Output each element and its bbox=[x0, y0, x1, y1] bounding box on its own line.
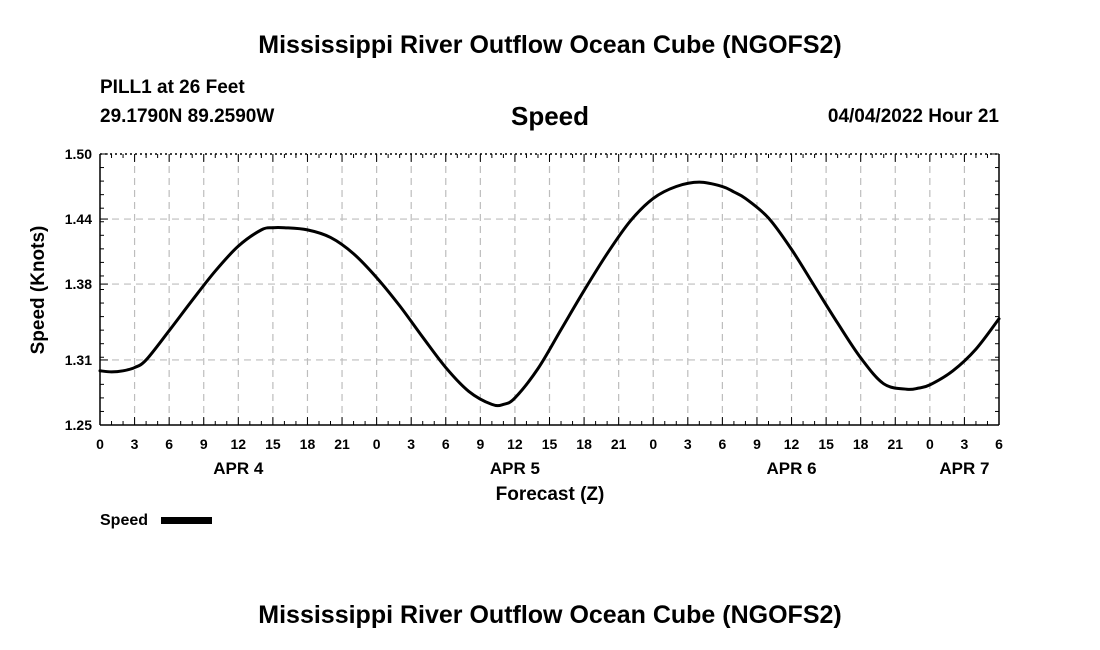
chart-title: Speed bbox=[510, 101, 590, 131]
y-axis-ticks: 1.25 1.31 1.38 1.44 1.50 bbox=[65, 146, 999, 433]
x-tick-label: 6 bbox=[442, 436, 450, 452]
y-tick-label: 1.38 bbox=[65, 276, 92, 292]
page-title: Mississippi River Outflow Ocean Cube (NG… bbox=[258, 31, 842, 59]
x-tick-label: 21 bbox=[334, 436, 350, 452]
x-tick-label: 18 bbox=[576, 436, 592, 452]
x-tick-label: 18 bbox=[853, 436, 869, 452]
station-label: PILL1 at 26 Feet bbox=[100, 77, 245, 98]
y-tick-label: 1.31 bbox=[65, 352, 92, 368]
x-tick-label: 12 bbox=[231, 436, 247, 452]
y-tick-label: 1.44 bbox=[65, 211, 92, 227]
x-day-label: APR 5 bbox=[490, 459, 540, 478]
x-axis-title: Forecast (Z) bbox=[496, 484, 605, 505]
x-tick-label: 18 bbox=[300, 436, 316, 452]
x-tick-label: 3 bbox=[684, 436, 692, 452]
x-tick-label: 0 bbox=[649, 436, 657, 452]
x-tick-label: 9 bbox=[476, 436, 484, 452]
x-day-label: APR 6 bbox=[766, 459, 816, 478]
legend: Speed bbox=[100, 512, 212, 529]
x-tick-label: 3 bbox=[407, 436, 415, 452]
y-axis-title: Speed (Knots) bbox=[28, 226, 49, 355]
station-coordinates: 29.1790N 89.2590W bbox=[100, 106, 275, 127]
x-day-label: APR 7 bbox=[939, 459, 989, 478]
forecast-timestamp: 04/04/2022 Hour 21 bbox=[827, 106, 999, 127]
x-axis-ticks: 0 3 6 9 12 15 18 21 0 3 6 9 12 15 18 21 0 3 6 9 12 15 18 21 0 3 6 bbox=[96, 154, 1003, 452]
x-day-label: APR 4 bbox=[213, 459, 264, 478]
x-tick-label: 9 bbox=[753, 436, 761, 452]
x-tick-label: 6 bbox=[165, 436, 173, 452]
x-tick-label: 21 bbox=[887, 436, 903, 452]
x-tick-label: 3 bbox=[131, 436, 139, 452]
x-tick-label: 3 bbox=[961, 436, 969, 452]
x-tick-label: 0 bbox=[373, 436, 381, 452]
x-tick-label: 15 bbox=[818, 436, 834, 452]
grid-lines bbox=[100, 154, 999, 425]
x-tick-label: 12 bbox=[784, 436, 800, 452]
series-line-speed bbox=[98, 180, 1001, 408]
legend-label-speed: Speed bbox=[100, 512, 148, 529]
x-tick-label: 6 bbox=[718, 436, 726, 452]
x-tick-label: 0 bbox=[96, 436, 104, 452]
y-tick-label: 1.25 bbox=[65, 417, 92, 433]
series-group bbox=[98, 180, 1001, 408]
x-axis-day-labels: APR 4 APR 5 APR 6 APR 7 bbox=[213, 459, 989, 478]
y-tick-label: 1.50 bbox=[65, 146, 92, 162]
x-tick-label: 6 bbox=[995, 436, 1003, 452]
x-tick-label: 21 bbox=[611, 436, 627, 452]
x-tick-label: 12 bbox=[507, 436, 523, 452]
legend-swatch-speed bbox=[161, 517, 212, 524]
x-tick-label: 15 bbox=[265, 436, 281, 452]
x-tick-label: 0 bbox=[926, 436, 934, 452]
x-tick-label: 15 bbox=[542, 436, 558, 452]
x-tick-label: 9 bbox=[200, 436, 208, 452]
footer-title: Mississippi River Outflow Ocean Cube (NG… bbox=[258, 601, 842, 629]
